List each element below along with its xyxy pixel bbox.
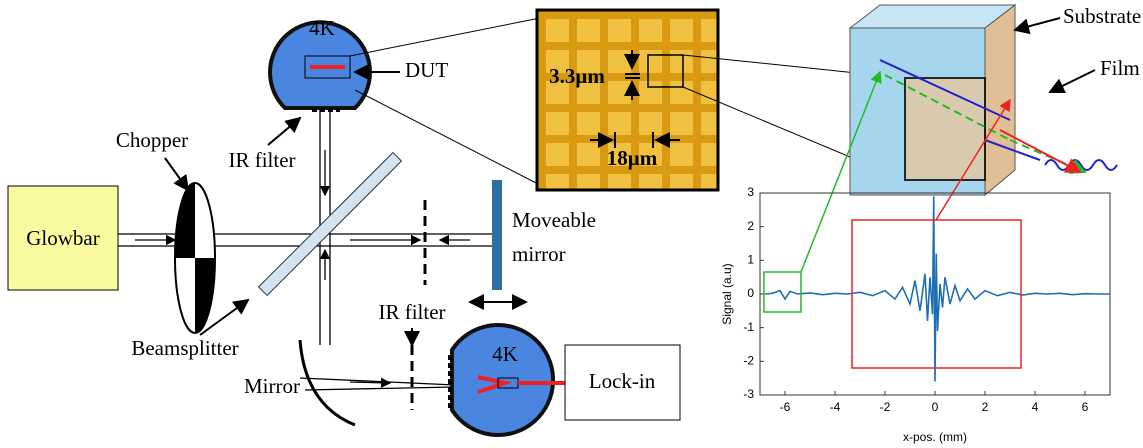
x-axis-label: x-pos. (mm) bbox=[903, 430, 967, 444]
window-highlight bbox=[851, 219, 1022, 369]
y-axis-label: Signal (a.u) bbox=[720, 263, 734, 324]
chopper bbox=[174, 182, 216, 334]
x-tick-label: 2 bbox=[982, 400, 989, 414]
ir-filter-top-label: IR filter bbox=[228, 148, 295, 172]
x-tick-label: -6 bbox=[780, 400, 791, 414]
x-tick-label: -2 bbox=[880, 400, 891, 414]
mirror-label: Mirror bbox=[244, 374, 300, 398]
window-highlight bbox=[763, 271, 802, 313]
chopper-label: Chopper bbox=[116, 128, 188, 152]
glowbar-label: Glowbar bbox=[26, 226, 99, 250]
lock-in-label: Lock-in bbox=[589, 369, 656, 393]
y-tick-label: 1 bbox=[747, 253, 754, 267]
gap-width-label: 3.3μm bbox=[549, 64, 605, 88]
x-tick-label: 6 bbox=[1082, 400, 1089, 414]
y-tick-label: 2 bbox=[747, 219, 754, 233]
beamsplitter bbox=[257, 151, 403, 297]
y-tick-label: 0 bbox=[747, 286, 754, 300]
x-tick-label: -4 bbox=[830, 400, 841, 414]
moveable-mirror-label-2: mirror bbox=[512, 242, 566, 266]
y-tick-label: -1 bbox=[743, 320, 754, 334]
y-tick-label: -2 bbox=[743, 354, 754, 368]
period-label: 18μm bbox=[607, 146, 658, 170]
cryostat-top-label: 4K bbox=[309, 16, 335, 40]
y-tick-label: 3 bbox=[747, 185, 754, 199]
lock-in-box bbox=[564, 344, 681, 421]
substrate-label: Substrate bbox=[1063, 4, 1141, 28]
moveable-mirror bbox=[492, 180, 502, 290]
x-tick-label: 4 bbox=[1032, 400, 1039, 414]
micrograph bbox=[535, 8, 720, 192]
sample-cube bbox=[848, 3, 1118, 197]
y-tick-label: -3 bbox=[743, 387, 754, 401]
x-tick-label: 0 bbox=[932, 400, 939, 414]
dut-label: DUT bbox=[405, 58, 448, 82]
setup-diagram: Glowbar Chopper Beamsplitter Moveable mi… bbox=[7, 3, 1141, 437]
curved-mirror bbox=[298, 339, 356, 427]
cryostat-bottom-label: 4K bbox=[492, 342, 518, 366]
signal-line bbox=[764, 196, 1110, 382]
ir-filter-bottom-label: IR filter bbox=[378, 300, 445, 324]
beamsplitter-label: Beamsplitter bbox=[131, 336, 238, 360]
glowbar-box bbox=[7, 185, 119, 291]
signal-chart: x-pos. (mm) Signal (a.u) -6 -4 -2 0 2 4 6 -3 -2 -… bbox=[720, 185, 1111, 444]
moveable-mirror-label-1: Moveable bbox=[512, 208, 596, 232]
film-label: Film bbox=[1100, 56, 1140, 80]
